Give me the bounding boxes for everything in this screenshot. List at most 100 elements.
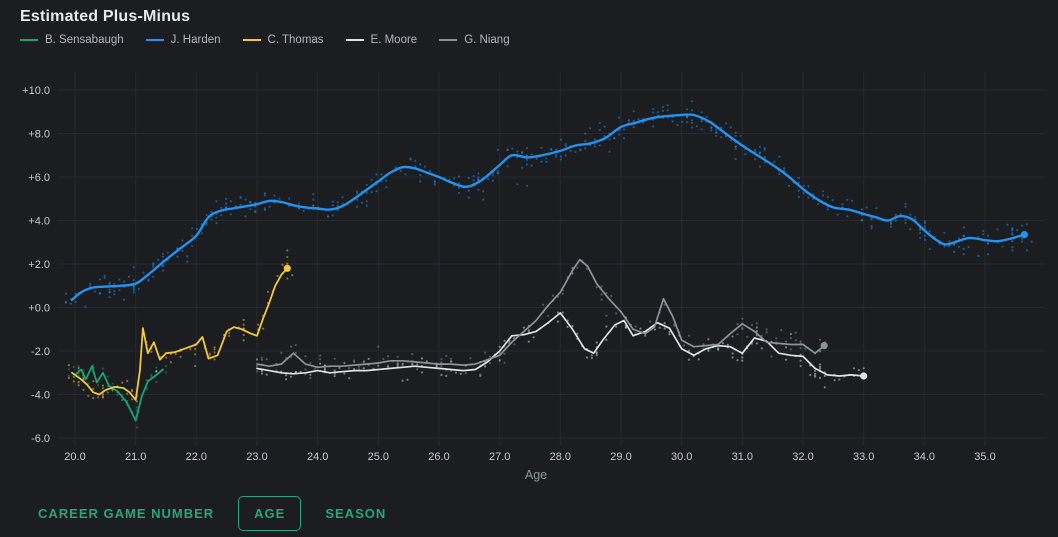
legend-item-b-sensabaugh[interactable]: B. Sensabaugh: [20, 34, 124, 46]
scatter-point: [982, 229, 985, 233]
scatter-point: [690, 109, 694, 112]
scatter-point: [370, 178, 373, 181]
scatter-point: [610, 294, 613, 298]
scatter-point: [627, 119, 631, 122]
scatter-point: [123, 298, 126, 301]
scatter-point: [511, 147, 514, 150]
x-axis-title: Age: [525, 468, 547, 482]
scatter-point: [135, 426, 138, 429]
scatter-point: [150, 350, 153, 353]
scatter-point: [155, 381, 158, 384]
scatter-point: [707, 338, 710, 341]
scatter-point: [823, 386, 826, 389]
scatter-point: [707, 348, 710, 351]
scatter-point: [205, 223, 208, 226]
scatter-point: [561, 292, 564, 295]
scatter-point: [547, 314, 550, 318]
legend-item-c-thomas[interactable]: C. Thomas: [242, 34, 324, 46]
scatter-point: [164, 365, 168, 368]
scatter-point: [986, 253, 990, 256]
scatter-point: [720, 126, 723, 129]
season-button[interactable]: SEASON: [325, 497, 386, 530]
scatter-point: [661, 109, 665, 112]
scatter-point: [263, 208, 266, 211]
scatter-point: [814, 372, 817, 375]
scatter-point: [542, 303, 545, 306]
scatter-point: [671, 120, 674, 123]
scatter-point: [262, 327, 265, 330]
scatter-point: [260, 372, 263, 375]
scatter-point: [784, 346, 788, 349]
scatter-point: [200, 232, 203, 235]
scatter-point: [239, 203, 242, 206]
scatter-point: [121, 381, 124, 384]
scatter-point: [72, 375, 75, 378]
scatter-point: [736, 359, 739, 362]
scatter-point: [103, 276, 106, 279]
scatter-point: [746, 335, 749, 338]
scatter-point: [632, 126, 635, 129]
scatter-point: [215, 222, 218, 225]
scatter-point: [715, 134, 718, 137]
scatter-point: [213, 351, 216, 354]
y-tick-label: -4.0: [31, 390, 50, 402]
scatter-point: [729, 139, 732, 142]
x-tick-label: 32.0: [792, 451, 813, 463]
scatter-point: [852, 367, 856, 370]
scatter-point: [396, 355, 399, 358]
scatter-point: [249, 200, 252, 203]
scatter-point: [700, 128, 703, 131]
scatter-point: [228, 334, 231, 337]
scatter-point: [809, 373, 812, 377]
legend-item-g-niang[interactable]: G. Niang: [439, 34, 510, 46]
scatter-point: [817, 202, 820, 205]
scatter-point: [394, 166, 397, 169]
scatter-point: [343, 361, 346, 364]
scatter-point: [799, 347, 802, 350]
scatter-point: [260, 358, 263, 361]
scatter-point: [717, 347, 720, 350]
scatter-point: [545, 160, 548, 163]
legend-item-j-harden[interactable]: J. Harden: [145, 34, 221, 46]
career-game-number-button[interactable]: CAREER GAME NUMBER: [38, 497, 214, 530]
scatter-point: [97, 384, 100, 387]
scatter-point: [92, 380, 95, 383]
scatter-point: [289, 375, 293, 378]
scatter-point: [516, 183, 519, 186]
scatter-point: [750, 324, 754, 327]
age-button[interactable]: AGE: [238, 496, 302, 531]
scatter-point: [851, 199, 854, 202]
scatter-point: [894, 219, 897, 222]
scatter-point: [755, 330, 759, 333]
legend-item-e-moore[interactable]: E. Moore: [345, 34, 417, 46]
scatter-point: [525, 158, 529, 161]
scatter-point: [799, 359, 802, 362]
scatter-point: [814, 369, 817, 372]
scatter-point: [765, 331, 768, 334]
scatter-point: [724, 122, 728, 125]
scatter-point: [919, 231, 922, 234]
scatter-point: [362, 360, 365, 363]
scatter-point: [433, 183, 436, 186]
scatter-point: [77, 374, 80, 377]
x-tick-label: 33.0: [853, 451, 874, 463]
scatter-point: [600, 298, 603, 301]
y-tick-label: +0.0: [28, 303, 50, 315]
scatter-point: [564, 145, 567, 148]
scatter-point: [488, 355, 492, 358]
scatter-point: [67, 377, 70, 380]
scatter-point: [775, 337, 778, 340]
scatter-point: [700, 111, 703, 114]
scatter-point: [377, 345, 380, 348]
scatter-point: [953, 250, 956, 253]
scatter-point: [77, 384, 80, 387]
series-end-dot: [283, 264, 291, 272]
scatter-point: [118, 278, 121, 281]
scatter-point: [215, 216, 218, 219]
series-line-swatch-icon: [439, 39, 458, 41]
scatter-point: [566, 325, 569, 329]
scatter-point: [74, 300, 77, 303]
scatter-point: [527, 340, 530, 343]
scatter-point: [113, 290, 116, 293]
